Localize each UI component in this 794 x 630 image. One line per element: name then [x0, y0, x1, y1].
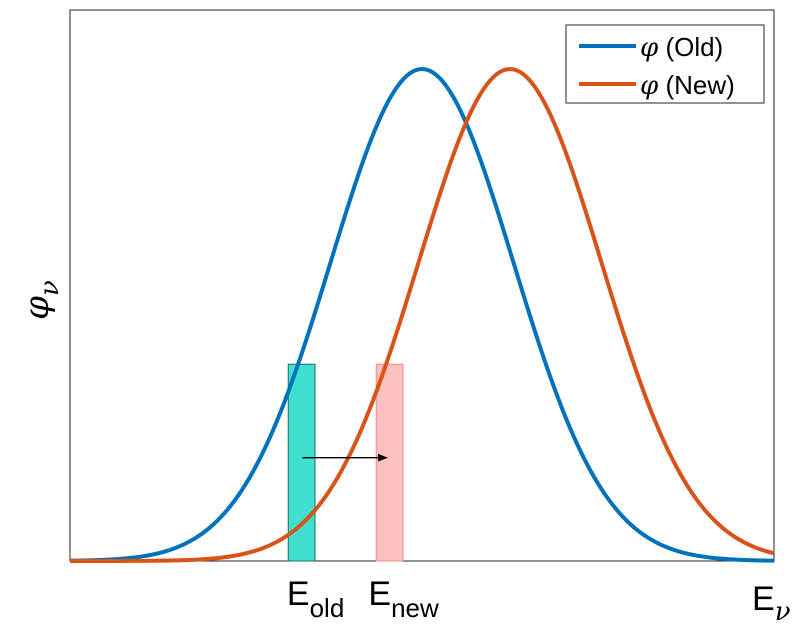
bin-old — [287, 363, 316, 562]
curve-new — [69, 67, 775, 563]
legend-entry-new: φ (New) — [640, 70, 735, 101]
bin-label-new: Enew — [368, 575, 439, 623]
bin-label-old: Eold — [287, 575, 344, 623]
legend-entry-old: φ (Old) — [640, 32, 723, 63]
curve-old — [69, 67, 775, 563]
x-axis-label: Eν — [752, 580, 791, 627]
bin-new — [375, 363, 404, 562]
legend-box — [565, 24, 765, 104]
plot-area-frame — [69, 9, 775, 562]
legend: φ (Old) φ (New) — [565, 24, 765, 104]
energy-bins — [287, 363, 404, 562]
flux-curves — [69, 67, 775, 563]
y-axis-label: φν — [17, 280, 65, 320]
